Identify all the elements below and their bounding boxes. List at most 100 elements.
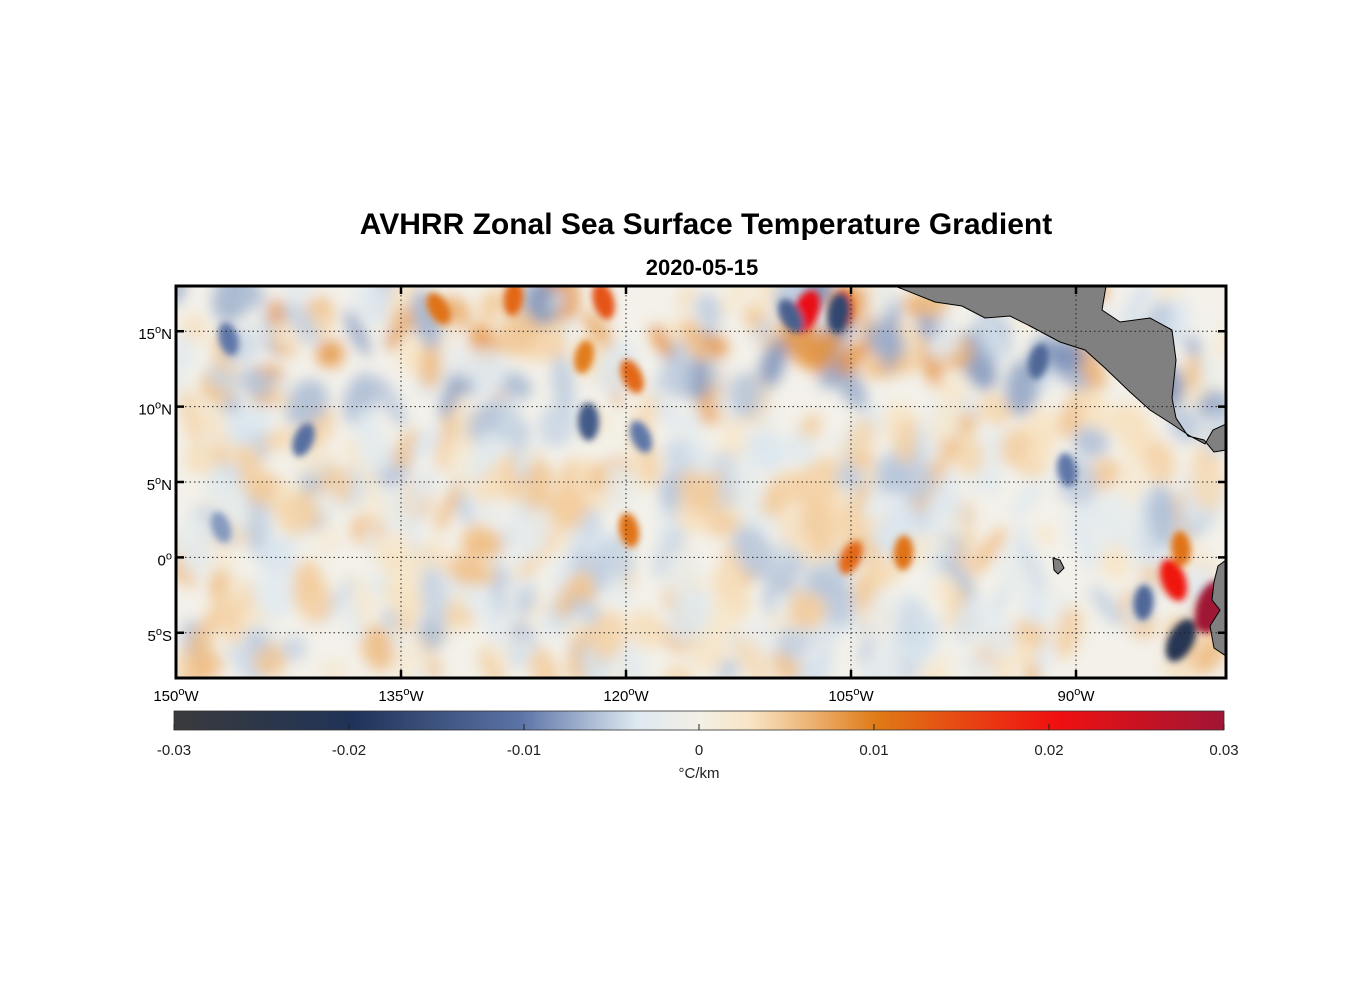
chart-title: AVHRR Zonal Sea Surface Temperature Grad…	[360, 208, 1052, 241]
texture-blob	[666, 589, 712, 643]
texture-blob	[466, 347, 507, 394]
texture-blob	[184, 442, 218, 476]
texture-blob	[928, 515, 965, 538]
texture-blob	[182, 313, 208, 343]
texture-blob	[729, 371, 763, 418]
texture-blob	[1116, 534, 1150, 574]
texture-blob	[1198, 358, 1220, 388]
gradient-feature	[1027, 343, 1050, 380]
texture-blob	[1090, 585, 1124, 626]
texture-blob	[203, 415, 232, 455]
texture-blob	[835, 465, 865, 490]
texture-blob	[281, 635, 307, 661]
texture-blob	[1068, 511, 1100, 572]
texture-blob	[188, 624, 213, 678]
gradient-feature	[592, 286, 615, 320]
texture-blob	[866, 588, 898, 652]
texture-blob	[489, 646, 511, 667]
texture-blob	[956, 413, 977, 435]
texture-blob	[906, 615, 941, 670]
texture-blob	[1197, 390, 1226, 421]
texture-blob	[439, 376, 461, 419]
texture-blob	[788, 591, 827, 630]
gradient-feature	[893, 535, 914, 571]
gradient-feature	[1133, 584, 1154, 621]
texture-blob	[516, 586, 536, 617]
texture-blob	[1096, 527, 1116, 555]
colorbar-tick-label: -0.02	[332, 742, 366, 759]
texture-blob	[515, 635, 532, 661]
texture-blob	[695, 293, 723, 329]
texture-blob	[1046, 339, 1085, 373]
texture-blob	[897, 598, 927, 648]
texture-blob	[678, 468, 721, 515]
texture-blob	[903, 293, 926, 319]
texture-blob	[924, 329, 963, 360]
texture-blob	[991, 583, 1009, 618]
texture-blob	[481, 289, 507, 317]
texture-blob	[650, 324, 673, 359]
texture-blob	[824, 577, 855, 627]
lon-tick-label: 135oW	[378, 686, 424, 705]
texture-blob	[654, 366, 678, 393]
texture-blob	[1078, 388, 1114, 435]
texture-blob	[235, 444, 268, 500]
texture-blob	[639, 444, 661, 486]
texture-blob	[1149, 484, 1177, 548]
texture-blob	[866, 646, 909, 678]
texture-blob	[375, 539, 417, 590]
texture-blob	[983, 315, 1005, 362]
texture-blob	[1072, 426, 1109, 458]
texture-blob	[311, 489, 342, 518]
texture-blob	[977, 393, 1007, 424]
texture-blob	[685, 355, 712, 402]
texture-blob	[255, 500, 273, 542]
texture-blob	[847, 416, 876, 462]
texture-blob	[886, 463, 914, 491]
gradient-feature	[577, 402, 600, 441]
texture-blob	[776, 627, 807, 660]
texture-blob	[686, 435, 712, 477]
texture-blob	[732, 454, 764, 513]
texture-blob	[386, 322, 404, 351]
texture-blob	[1184, 354, 1202, 390]
texture-blob	[176, 329, 194, 383]
texture-blob	[375, 376, 406, 427]
texture-blob	[1161, 657, 1182, 678]
texture-blob	[247, 631, 266, 656]
texture-blob	[1186, 334, 1201, 359]
texture-blob	[998, 562, 1029, 599]
texture-blob	[766, 553, 803, 605]
texture-blob	[756, 446, 787, 468]
texture-blob	[961, 654, 994, 678]
texture-blob	[1011, 477, 1044, 519]
texture-blob	[808, 328, 841, 374]
texture-blob	[1111, 402, 1156, 458]
colorbar-ticks: -0.03 -0.02 -0.01 0 0.01 0.02 0.03	[157, 724, 1239, 759]
texture-blob	[929, 388, 966, 445]
texture-blob	[538, 403, 576, 447]
texture-blob	[364, 487, 389, 524]
texture-blob	[216, 575, 233, 634]
texture-blob	[344, 309, 371, 357]
texture-blob	[862, 554, 902, 587]
colorbar-tick-label: -0.01	[507, 742, 541, 759]
texture-blob	[849, 480, 871, 515]
gradient-feature	[218, 322, 239, 356]
gradient-features	[211, 286, 1226, 662]
texture-blob	[548, 290, 566, 311]
texture-blob	[758, 337, 787, 391]
land-central-america	[894, 286, 1226, 453]
texture-blob	[362, 625, 395, 672]
texture-blob	[273, 321, 300, 350]
texture-blob	[212, 286, 255, 324]
texture-blob	[1156, 286, 1183, 302]
lon-tick-label: 105oW	[828, 686, 874, 705]
texture-blob	[178, 518, 219, 579]
texture-blob	[516, 506, 552, 560]
texture-blob	[968, 526, 1007, 577]
texture-blob	[979, 614, 1017, 659]
gradient-feature	[827, 292, 851, 334]
texture-blob	[262, 427, 297, 452]
